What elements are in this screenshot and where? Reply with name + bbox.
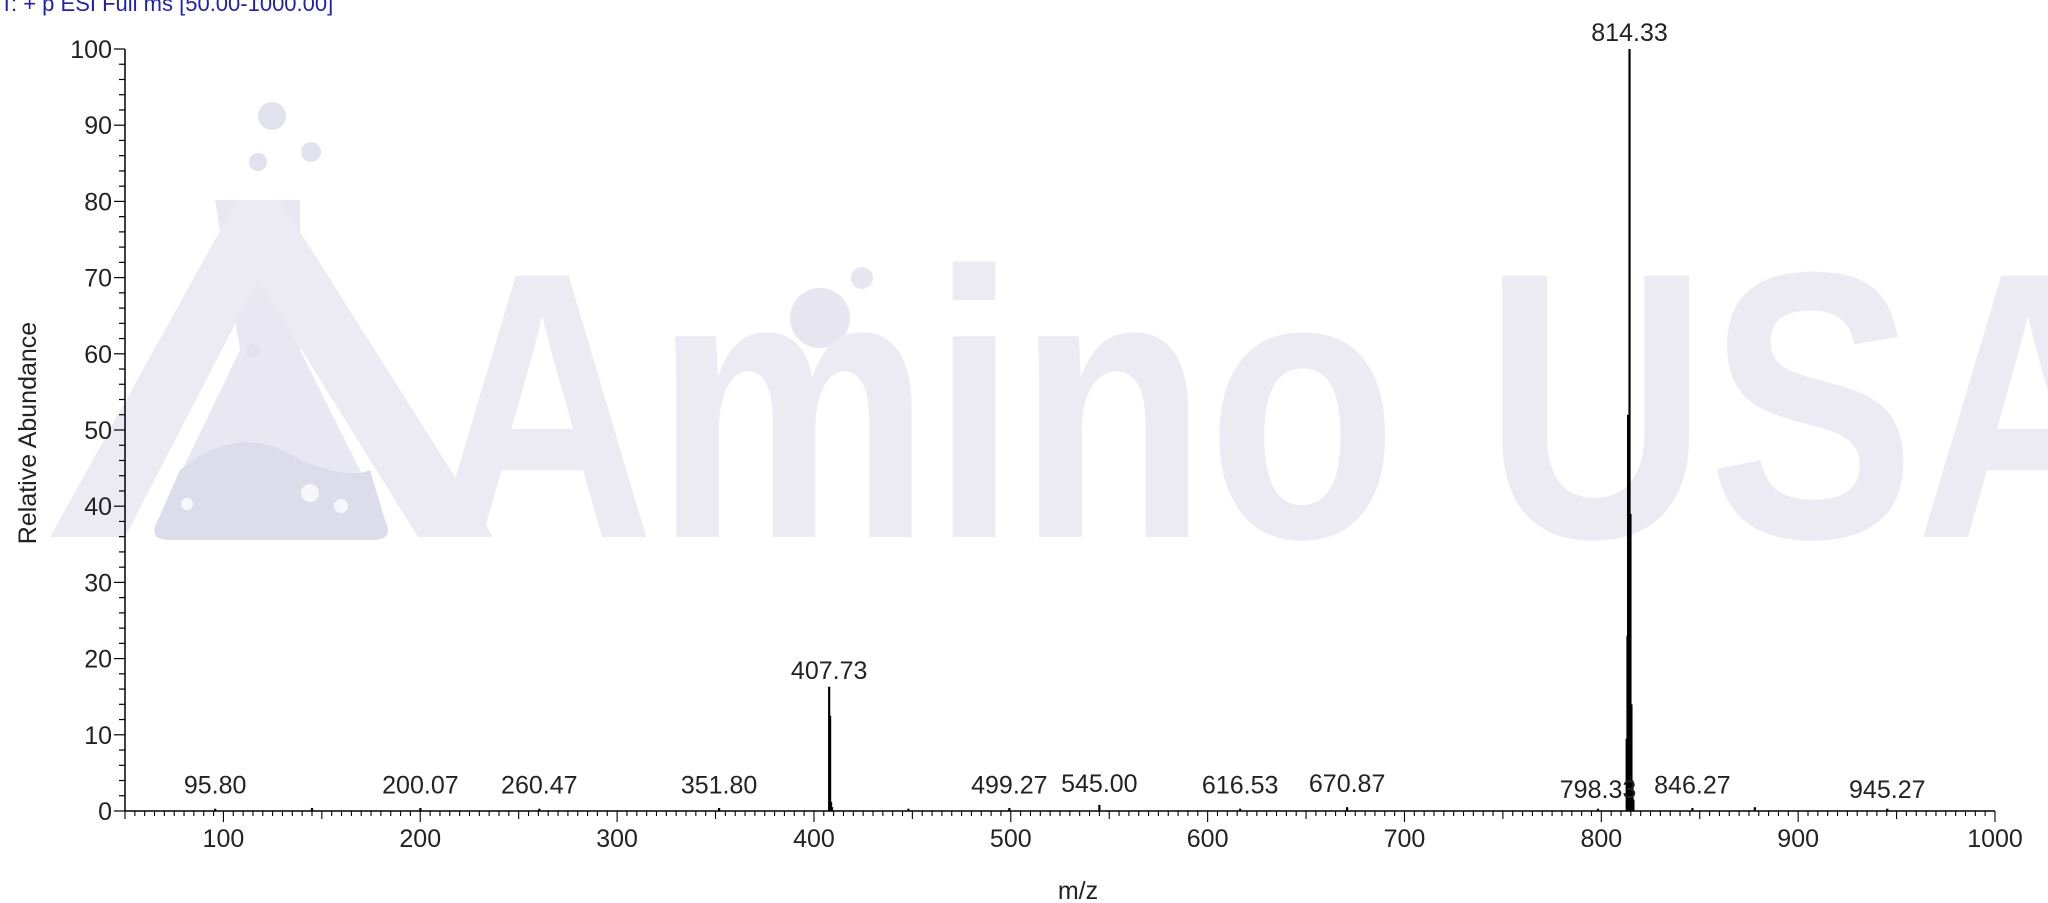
- peak-labels-group: 95.80 200.07 260.47 351.80 407.73 499.27 545.0…: [184, 19, 1926, 804]
- y-tick-label: 0: [98, 798, 112, 826]
- y-tick-label: 20: [84, 646, 112, 674]
- x-tick-label: 400: [793, 825, 835, 853]
- x-tick-label: 100: [203, 825, 245, 853]
- peak-label: 814.33: [1591, 19, 1667, 47]
- x-tick-label: 800: [1580, 825, 1622, 853]
- x-axis-label: m/z: [1058, 877, 1098, 903]
- y-tick-label: 40: [84, 493, 112, 521]
- y-axis-label: Relative Abundance: [14, 322, 42, 544]
- y-tick-label: 90: [84, 112, 112, 140]
- x-tick-label: 900: [1777, 825, 1819, 853]
- peak-label: 670.87: [1309, 770, 1385, 798]
- y-tick-label: 60: [84, 341, 112, 369]
- peak-label: 351.80: [681, 771, 757, 799]
- peak-label: 407.73: [791, 657, 867, 685]
- x-tick-label: 600: [1187, 825, 1229, 853]
- peak-label: 260.47: [501, 771, 577, 799]
- y-tick-label: 80: [84, 188, 112, 216]
- peaks-group: [214, 49, 1889, 811]
- watermark-logo: Amino USA: [50, 102, 2048, 618]
- scan-filter-header: T: + p ESI Full ms [50.00-1000.00]: [0, 0, 334, 16]
- watermark-text: Amino USA: [430, 193, 2048, 618]
- x-tick-label: 1000: [1967, 825, 2023, 853]
- x-tick-label: 200: [399, 825, 441, 853]
- peak-label: 945.27: [1849, 776, 1925, 804]
- axes: 0 10 20 30 40 50 60 70 80 90 100 100 200 300 400 500 600…: [70, 36, 2023, 853]
- x-tick-label: 500: [990, 825, 1032, 853]
- y-tick-label: 10: [84, 722, 112, 750]
- peak-label: 616.53: [1202, 771, 1278, 799]
- peak-label: 95.80: [184, 771, 247, 799]
- y-tick-label: 70: [84, 265, 112, 293]
- peak-label: 846.27: [1654, 771, 1730, 799]
- peak-label: 499.27: [971, 771, 1047, 799]
- y-tick-label: 100: [70, 36, 112, 64]
- peak-label: 545.00: [1061, 770, 1137, 798]
- peak-label: 200.07: [382, 771, 458, 799]
- y-tick-label: 30: [84, 569, 112, 597]
- peak-label: 798.33: [1560, 776, 1636, 804]
- x-tick-label: 700: [1384, 825, 1426, 853]
- y-tick-label: 50: [84, 417, 112, 445]
- x-tick-label: 300: [596, 825, 638, 853]
